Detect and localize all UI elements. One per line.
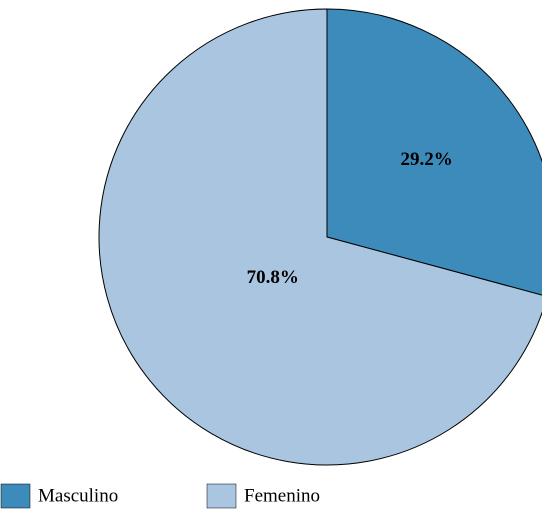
legend-label: Femenino [244, 485, 320, 506]
legend-swatch [206, 483, 237, 509]
pie-slice [326, 8, 542, 296]
pie-slice [98, 8, 542, 466]
legend-swatch [0, 483, 31, 509]
value-label: 29.2% [400, 149, 452, 170]
value-label: 70.8% [247, 267, 299, 288]
legend-label: Masculino [38, 485, 118, 506]
